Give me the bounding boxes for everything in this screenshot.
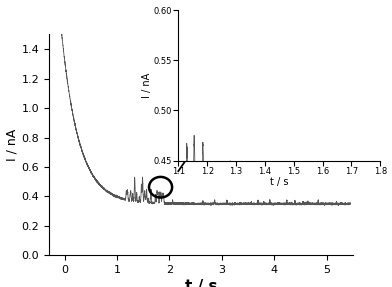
Y-axis label: I / nA: I / nA [142,73,152,98]
X-axis label: t / s: t / s [270,177,289,187]
X-axis label: t / s: t / s [185,279,217,287]
Y-axis label: I / nA: I / nA [6,129,19,161]
